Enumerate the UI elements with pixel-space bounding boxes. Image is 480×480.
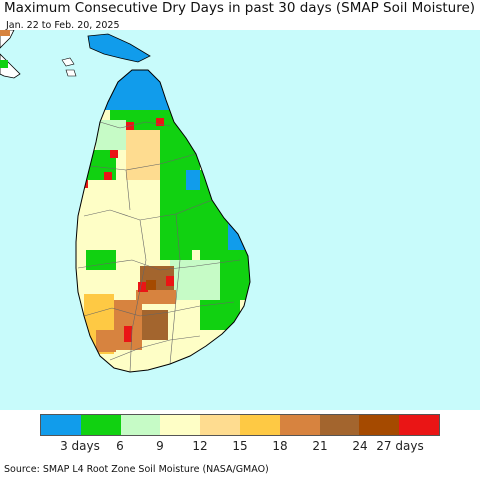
legend-swatch — [160, 415, 201, 435]
legend-swatch — [80, 415, 121, 435]
legend-tick-label: 6 — [116, 439, 124, 453]
legend-swatch — [399, 415, 439, 435]
legend-swatch — [359, 415, 400, 435]
legend-tick-label: 12 — [192, 439, 208, 453]
source-note: Source: SMAP L4 Root Zone Soil Moisture … — [4, 464, 269, 475]
color-legend — [40, 414, 440, 436]
legend-swatch — [239, 415, 280, 435]
india-cell — [0, 30, 10, 36]
coastline — [75, 69, 251, 373]
legend-swatch — [279, 415, 320, 435]
map-title: Maximum Consecutive Dry Days in past 30 … — [4, 0, 476, 16]
legend-tick-label: 3 days — [60, 439, 100, 453]
jaffna-peninsula — [61, 33, 151, 77]
legend-tick-label: 21 — [312, 439, 328, 453]
legend-tick-label: 15 — [232, 439, 248, 453]
legend-tick-label: 18 — [272, 439, 288, 453]
legend-swatch — [319, 415, 360, 435]
legend-swatch — [200, 415, 240, 435]
legend-tick-label: 27 days — [376, 439, 424, 453]
map-canvas — [0, 30, 480, 410]
legend-tick-label: 24 — [352, 439, 368, 453]
legend-swatch — [41, 415, 81, 435]
legend-tick-label: 9 — [156, 439, 164, 453]
legend-ticks: 3 days 6 9 12 15 18 21 24 27 days — [0, 439, 480, 455]
legend-swatch — [120, 415, 161, 435]
india-cell — [0, 60, 8, 68]
district-borders — [77, 121, 241, 373]
date-range: Jan. 22 to Feb. 20, 2025 — [6, 20, 120, 31]
sea — [0, 30, 480, 410]
